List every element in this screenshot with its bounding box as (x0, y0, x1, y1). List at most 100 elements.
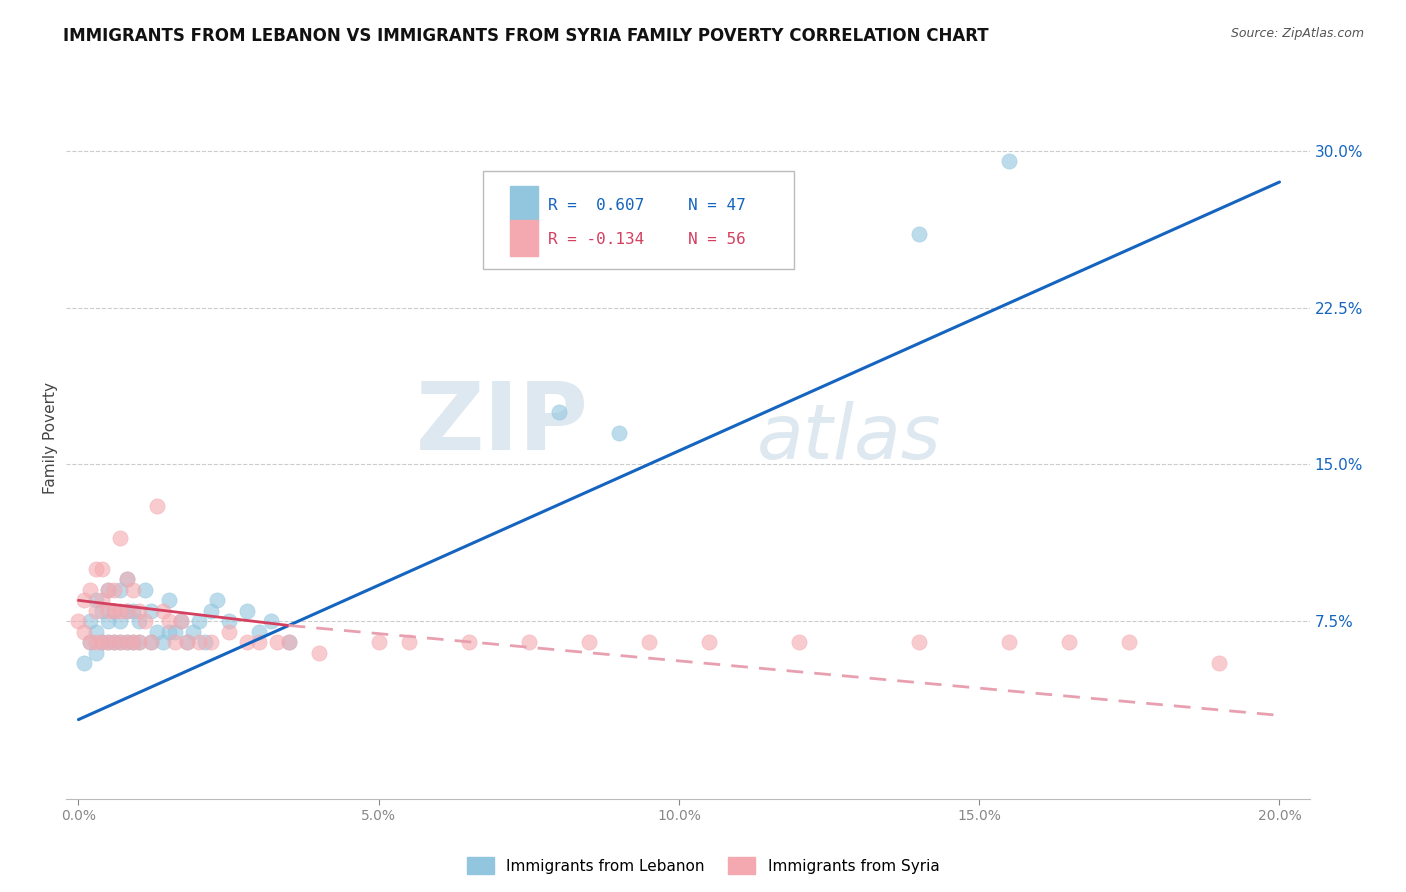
Point (218, 624, 240, 639)
Point (115, 573, 138, 587)
Point (97, 614, 120, 628)
Point (176, 635, 198, 649)
Bar (510, 186, 537, 222)
Point (200, 604, 222, 618)
Point (145, 500, 167, 514)
Point (91, 635, 114, 649)
Point (91, 562, 114, 576)
Point (73, 656, 96, 670)
Point (128, 635, 150, 649)
Point (277, 635, 299, 649)
Point (517, 635, 540, 649)
Point (86, 646, 108, 660)
Point (139, 635, 162, 649)
Point (1059, 635, 1081, 649)
Point (97, 604, 120, 618)
Point (73, 624, 96, 639)
Text: N = 56: N = 56 (688, 232, 745, 247)
Point (157, 614, 180, 628)
Point (134, 614, 156, 628)
Point (139, 635, 162, 649)
FancyBboxPatch shape (482, 171, 793, 268)
Point (998, 154, 1021, 169)
Point (998, 635, 1021, 649)
Point (145, 624, 167, 639)
Point (110, 531, 132, 545)
Point (152, 635, 174, 649)
Point (163, 635, 186, 649)
Point (91, 635, 114, 649)
Point (259, 614, 281, 628)
Point (169, 614, 191, 628)
Point (115, 604, 138, 618)
Point (110, 604, 132, 618)
Point (128, 604, 150, 618)
Point (187, 635, 209, 649)
Text: R =  0.607: R = 0.607 (547, 198, 644, 213)
Point (121, 604, 143, 618)
Point (73, 593, 96, 607)
Point (115, 635, 138, 649)
Point (247, 635, 270, 649)
Point (97, 582, 120, 597)
Point (638, 635, 661, 649)
Point (91, 604, 114, 618)
Point (308, 646, 330, 660)
Point (103, 635, 125, 649)
Point (235, 635, 257, 649)
Point (121, 635, 143, 649)
Legend: Immigrants from Lebanon, Immigrants from Syria: Immigrants from Lebanon, Immigrants from… (461, 851, 945, 880)
Bar (510, 219, 537, 256)
Point (67, 614, 90, 628)
Point (91, 593, 114, 607)
Point (86, 635, 108, 649)
Point (908, 635, 931, 649)
Point (457, 635, 479, 649)
Point (193, 635, 215, 649)
Point (157, 624, 180, 639)
Point (176, 635, 198, 649)
Point (578, 635, 600, 649)
Text: Source: ZipAtlas.com: Source: ZipAtlas.com (1230, 27, 1364, 40)
Point (152, 604, 174, 618)
Point (115, 573, 138, 587)
Point (697, 635, 720, 649)
Point (187, 614, 209, 628)
Point (235, 604, 257, 618)
Point (86, 624, 108, 639)
Point (97, 582, 120, 597)
Point (79, 614, 101, 628)
Point (247, 624, 270, 639)
Point (103, 635, 125, 649)
Point (1208, 656, 1230, 670)
Point (200, 635, 222, 649)
Point (121, 582, 143, 597)
Point (908, 227, 931, 242)
Point (128, 635, 150, 649)
Point (110, 635, 132, 649)
Point (103, 582, 125, 597)
Point (86, 604, 108, 618)
Point (547, 405, 569, 419)
Point (110, 635, 132, 649)
Point (115, 635, 138, 649)
Point (266, 635, 288, 649)
Point (121, 635, 143, 649)
Point (110, 582, 132, 597)
Text: atlas: atlas (758, 401, 942, 475)
Point (103, 604, 125, 618)
Text: R = -0.134: R = -0.134 (547, 232, 644, 247)
Point (277, 635, 299, 649)
Point (218, 614, 240, 628)
Point (157, 593, 180, 607)
Point (169, 614, 191, 628)
Point (163, 624, 186, 639)
Point (139, 604, 162, 618)
Point (97, 635, 120, 649)
Point (97, 635, 120, 649)
Point (79, 635, 101, 649)
Point (79, 635, 101, 649)
Point (86, 593, 108, 607)
Point (787, 635, 810, 649)
Point (110, 614, 132, 628)
